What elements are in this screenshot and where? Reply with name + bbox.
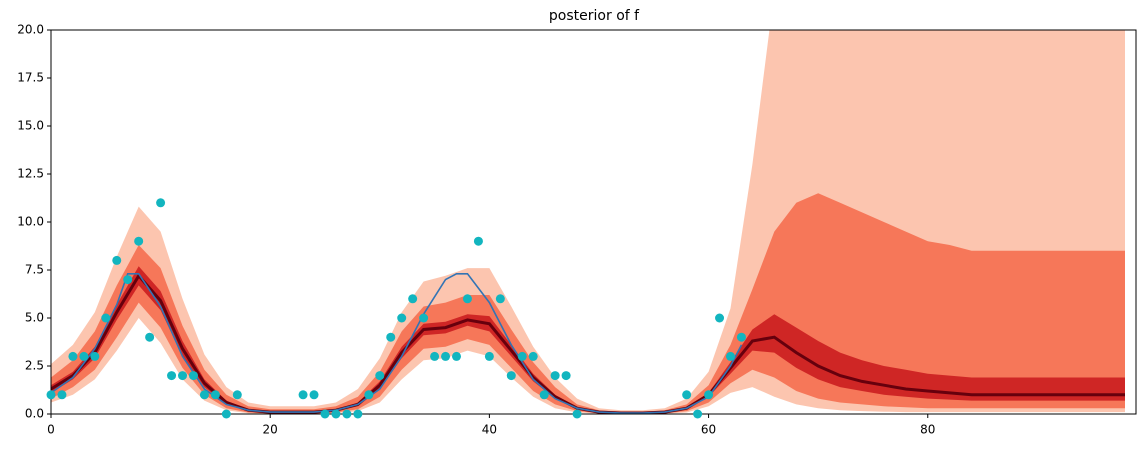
observation-point: [232, 390, 242, 400]
axes: 0 20 40 60 80 0.0 2.5 5.0 7.5 10.0 12.5 15.0 17.5 20.…: [17, 23, 1137, 437]
observation-point: [397, 313, 407, 323]
x-tick-label: 20: [263, 423, 278, 437]
observation-point: [386, 332, 396, 342]
observation-point: [408, 294, 418, 304]
observation-point: [517, 351, 527, 361]
y-tick-label: 2.5: [25, 359, 44, 373]
observation-point: [528, 351, 538, 361]
x-tick-label: 80: [920, 423, 935, 437]
y-tick-label: 20.0: [17, 23, 44, 37]
observation-point: [156, 198, 166, 208]
observation-point: [715, 313, 725, 323]
observation-point: [298, 390, 308, 400]
x-tick-label: 60: [701, 423, 716, 437]
y-tick-label: 0.0: [25, 407, 44, 421]
observation-point: [462, 294, 472, 304]
chart-title: posterior of f: [549, 8, 640, 24]
observation-point: [704, 390, 714, 400]
observation-point: [364, 390, 374, 400]
y-tick-label: 5.0: [25, 311, 44, 325]
observation-point: [145, 332, 155, 342]
y-tick-label: 15.0: [17, 119, 44, 133]
observation-point: [68, 351, 78, 361]
observation-point: [473, 236, 483, 246]
observation-point: [331, 409, 341, 419]
observation-point: [210, 390, 220, 400]
y-tick-label: 7.5: [25, 263, 44, 277]
y-tick-label: 10.0: [17, 215, 44, 229]
observation-point: [539, 390, 549, 400]
observation-point: [452, 351, 462, 361]
observation-point: [572, 409, 582, 419]
observation-point: [199, 390, 209, 400]
credible-band: [51, 266, 1125, 414]
observation-point: [101, 313, 111, 323]
x-tick-label: 40: [482, 423, 497, 437]
observation-point: [46, 390, 56, 400]
observation-point: [430, 351, 440, 361]
observation-point: [375, 371, 385, 381]
observation-point: [188, 371, 198, 381]
x-tick-label: 0: [47, 423, 55, 437]
true-function-line: [51, 273, 743, 414]
observation-point: [123, 275, 133, 285]
observation-point: [682, 390, 692, 400]
y-tick-label: 17.5: [17, 71, 44, 85]
observation-point: [495, 294, 505, 304]
observation-point: [506, 371, 516, 381]
observation-point: [736, 332, 746, 342]
plot-area: [51, 30, 1125, 414]
observation-point: [561, 371, 571, 381]
observation-point: [309, 390, 319, 400]
observation-point: [725, 351, 735, 361]
observation-point: [693, 409, 703, 419]
observation-point: [353, 409, 363, 419]
observation-point: [134, 236, 144, 246]
observation-point: [441, 351, 451, 361]
observation-point: [419, 313, 429, 323]
observation-point: [167, 371, 177, 381]
observation-point: [57, 390, 67, 400]
observation-point: [112, 255, 122, 265]
y-tick-label: 12.5: [17, 167, 44, 181]
observation-point: [320, 409, 330, 419]
observation-point: [484, 351, 494, 361]
observation-point: [178, 371, 188, 381]
observation-point: [221, 409, 231, 419]
observation-point: [90, 351, 100, 361]
observation-point: [342, 409, 352, 419]
observation-point: [550, 371, 560, 381]
observation-point: [79, 351, 89, 361]
